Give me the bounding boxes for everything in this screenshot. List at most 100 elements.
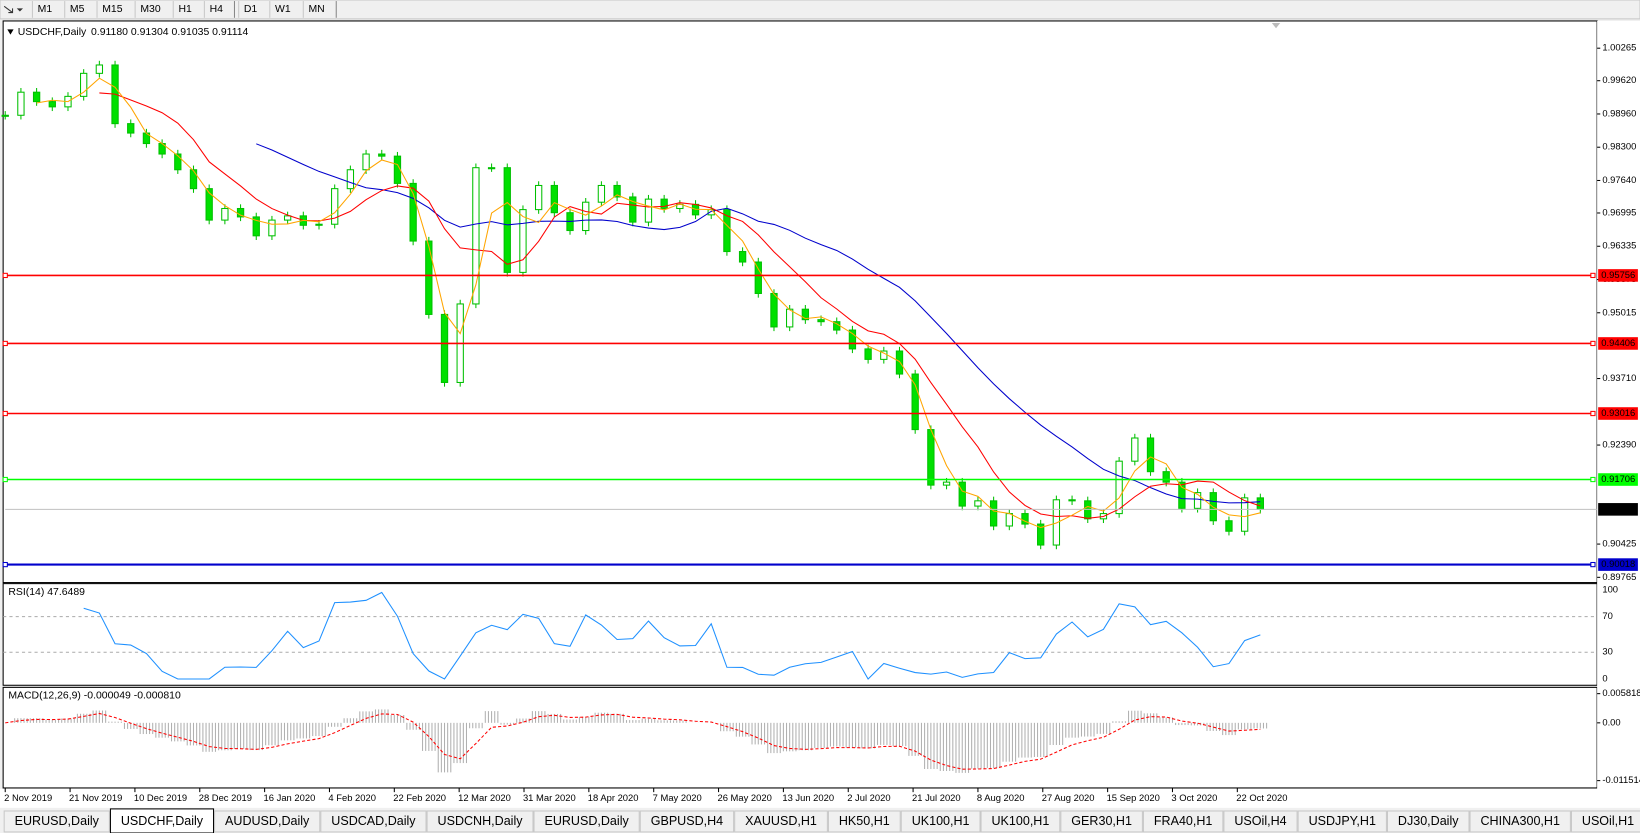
tab-label[interactable]: EURUSD,Daily [15,814,100,828]
candle [17,91,25,116]
macd-tick-label: -0.011514 [1602,774,1640,785]
tab[interactable] [320,810,427,833]
tab-label[interactable]: USOil,H4 [1234,814,1286,828]
price-tick-label: 0.90425 [1602,538,1636,549]
candle [268,219,276,237]
candle [770,292,778,328]
candle [1225,520,1233,532]
candle [582,201,590,232]
candle [283,215,292,221]
level-label: 0.95756 [1601,269,1635,280]
date-label: 22 Feb 2020 [393,792,446,803]
level-handle [2,476,8,483]
tab[interactable] [214,810,321,833]
moving-average [36,77,1261,529]
tab[interactable] [1469,810,1571,833]
timeframe-button[interactable]: M30 [140,4,161,15]
tab-label[interactable]: HK50,H1 [839,814,890,828]
tab[interactable] [1142,810,1224,833]
candle [723,209,731,253]
level-handle [1590,272,1596,279]
date-label: 13 Jun 2020 [782,792,834,803]
candle [1240,497,1249,532]
candle [660,198,668,210]
tab[interactable] [1060,810,1143,833]
timeframe-button[interactable]: M5 [70,4,85,15]
level-label-box [1598,337,1638,350]
tab-label[interactable]: AUDUSD,Daily [225,814,310,828]
candle [1131,437,1139,462]
moving-average [99,92,1261,519]
level-label: 0.93016 [1601,407,1635,418]
price-tick-label: 1.00265 [1602,42,1636,53]
candle [189,169,198,190]
tab[interactable] [900,810,981,833]
candle [644,198,653,223]
tab-label[interactable]: USOil,H1 [1582,814,1634,828]
tab[interactable] [533,810,640,833]
tab[interactable] [426,810,534,833]
tab-label[interactable]: XAUUSD,H1 [745,814,817,828]
candle [989,500,998,527]
tab[interactable] [109,808,215,833]
chart-ohlc: 0.91180 0.91304 0.91035 0.91114 [91,27,249,38]
candle [629,196,637,223]
rsi-tick-label: 30 [1602,646,1612,657]
tab-label[interactable]: FRA40,H1 [1154,814,1213,828]
tab-label[interactable]: USDCAD,Daily [331,814,416,828]
candle [331,188,339,225]
tab-label[interactable]: CHINA300,H1 [1481,814,1560,828]
candle [848,329,857,350]
date-label: 26 May 2020 [718,792,772,803]
tab[interactable] [827,810,901,833]
timeframe-button[interactable]: MN [308,4,324,15]
date-label: 10 Dec 2019 [134,792,187,803]
level-handle [2,340,8,347]
price-tick-label: 0.96335 [1602,240,1636,251]
price-tick-label: 0.89765 [1602,571,1636,582]
timeframe-button[interactable]: M1 [38,4,53,15]
candle [895,350,904,375]
tab-label[interactable]: USDJPY,H1 [1309,814,1376,828]
tab[interactable] [734,810,828,833]
tab[interactable] [1297,810,1387,833]
tab[interactable] [3,810,110,833]
tab[interactable] [639,810,735,833]
tab-label[interactable]: UK100,H1 [992,814,1050,828]
moving-average [256,143,1261,504]
candle [1021,513,1029,525]
price-tick-label: 0.96995 [1602,206,1636,217]
candle [393,155,402,184]
tab[interactable] [1570,810,1640,833]
level-label: 0.94406 [1601,337,1635,348]
timeframe-button[interactable]: D1 [244,4,258,15]
tab-label[interactable]: EURUSD,Daily [544,814,629,828]
tab-label[interactable]: DJ30,Daily [1398,814,1459,828]
candle [32,91,41,103]
date-label: 2 Nov 2019 [4,792,52,803]
macd-signal [5,712,1261,770]
date-label: 22 Oct 2020 [1236,792,1287,803]
tab[interactable] [980,810,1061,833]
tab[interactable] [1386,810,1470,833]
timeframe-button[interactable]: H4 [210,4,224,15]
timeframe-button[interactable]: W1 [275,4,291,15]
timeframe-button[interactable]: M15 [102,4,123,15]
price-tick-label: 0.98960 [1602,107,1636,118]
tab-label[interactable]: USDCHF,Daily [121,814,204,828]
candle [440,313,449,383]
tab-label[interactable]: GER30,H1 [1071,814,1132,828]
timeframe-button[interactable]: H1 [178,4,192,15]
candle [346,169,355,190]
date-label: 16 Jan 2020 [264,792,316,803]
tab-label[interactable]: UK100,H1 [912,814,970,828]
tab-label[interactable]: USDCNH,Daily [438,814,524,828]
tab[interactable] [1223,810,1298,833]
tab-label[interactable]: GBPUSD,H4 [651,814,723,828]
candle [597,184,606,203]
candle [425,240,433,315]
candle [315,223,323,226]
date-label: 2 Jul 2020 [847,792,890,803]
candle [127,123,135,134]
